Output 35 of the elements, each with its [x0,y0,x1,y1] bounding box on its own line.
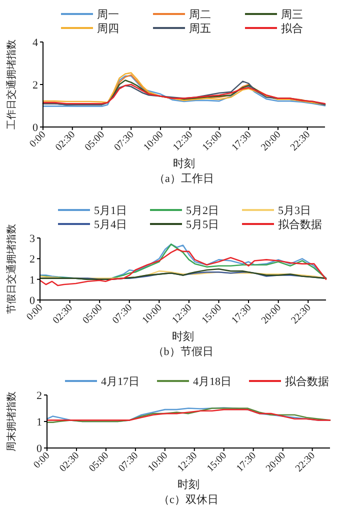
y-tick-label: 0 [36,443,42,455]
legend-label: 5月5日 [186,219,219,231]
y-tick-label: 1 [30,274,35,286]
y-tick-label: 2 [36,390,42,402]
legend-label: 周三 [281,9,303,21]
legend-label: 周四 [97,23,119,35]
y-tick-label: 2 [32,80,38,92]
y-axis-title: 周末拥堵指数 [5,392,18,452]
legend-label: 5月4日 [94,219,127,231]
legend-label: 5月2日 [186,205,219,217]
text: （b）节假日 [152,345,214,358]
y-tick-label: 2 [30,254,35,266]
legend-label: 周五 [189,23,211,35]
x-axis-title: 时刻 [173,157,195,170]
legend-label: 拟合数据 [285,375,329,388]
x-axis-title: 时刻 [172,330,194,343]
x-axis-title: 时刻 [178,478,200,491]
y-tick-label: 3 [30,233,36,245]
y-tick-label: 4 [32,37,38,49]
y-tick-label: 1 [36,416,42,428]
legend-label: 拟合 [281,22,303,35]
legend-label: 4月17日 [101,376,140,388]
legend-label: 4月18日 [193,376,232,388]
text: （c）双休日 [158,494,218,506]
legend-label: 周一 [97,9,119,21]
y-tick-label: 0 [30,295,36,307]
line-series [39,248,327,286]
text: （a）工作日 [154,173,214,185]
y-tick-label: 0 [32,122,38,134]
legend-label: 周二 [189,9,211,21]
legend-label: 5月1日 [94,205,127,217]
legend-label: 拟合数据 [278,218,322,231]
y-axis-title: 节假日交通拥堵指数 [5,224,18,314]
y-axis-title: 工作日交通拥堵指数 [5,40,18,130]
legend-label: 5月3日 [278,205,311,217]
